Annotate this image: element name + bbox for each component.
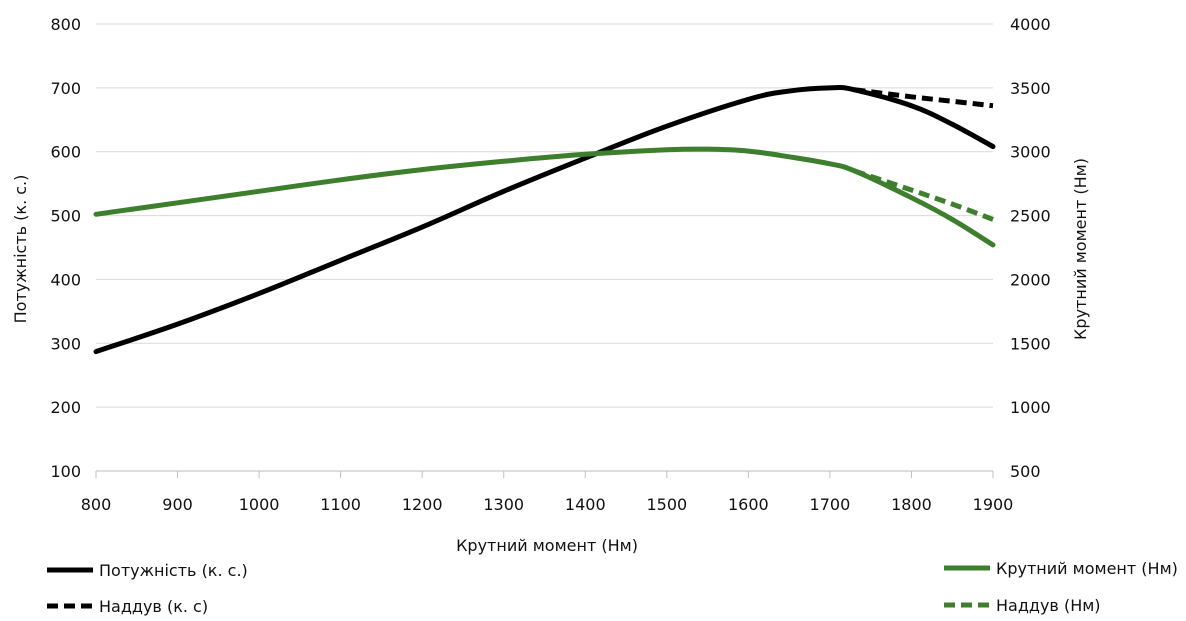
x-tick-label: 1600: [728, 495, 769, 514]
x-tick-label: 1900: [973, 495, 1014, 514]
legend-item: Потужність (к. с.): [47, 561, 248, 580]
axes: [95, 470, 994, 478]
x-tick-label: 1800: [891, 495, 932, 514]
series-line-3-dashed: [853, 168, 994, 222]
legend: Потужність (к. с.) Наддув (к. с) Крутний м…: [47, 559, 1178, 616]
y-left-tick-label: 100: [50, 462, 81, 481]
x-tick-label: 1500: [646, 495, 687, 514]
y-left-tick-label: 200: [50, 398, 81, 417]
y-right-tick-label: 1000: [1010, 398, 1051, 417]
x-tick-label: 1100: [320, 495, 361, 514]
x-tick-label: 800: [81, 495, 112, 514]
y-right-tick-label: 4000: [1010, 15, 1051, 34]
y-right-tick-label: 1500: [1010, 334, 1051, 353]
grid-lines: [96, 23, 993, 472]
y-left-tick-label: 300: [50, 334, 81, 353]
legend-item: Наддув (Нм): [944, 596, 1101, 615]
legend-label: Наддув (к. с): [99, 597, 208, 616]
x-tick-label: 1200: [402, 495, 443, 514]
y-right-tick-label: 3000: [1010, 143, 1051, 162]
y-right-tick-label: 500: [1010, 462, 1041, 481]
tick-labels: 800 900 1000 1100 1200 1300 1400 1500 1600 1700 18…: [50, 15, 1050, 514]
legend-label: Потужність (к. с.): [99, 561, 248, 580]
y-left-tick-label: 600: [50, 143, 81, 162]
legend-label: Наддув (Нм): [996, 596, 1101, 615]
data-series: [93, 85, 996, 355]
series-line-0: [93, 85, 996, 355]
series-line-2: [93, 146, 996, 248]
y-right-tick-label: 2500: [1010, 207, 1051, 226]
y-axis-right-title: Крутний момент (Нм): [1071, 158, 1090, 340]
y-right-tick-label: 3500: [1010, 79, 1051, 98]
legend-item: Наддув (к. с): [47, 597, 208, 616]
y-left-tick-label: 500: [50, 207, 81, 226]
x-tick-label: 1300: [483, 495, 524, 514]
x-tick-label: 1400: [565, 495, 606, 514]
series-line-1-dashed: [854, 87, 994, 109]
x-tick-label: 900: [162, 495, 193, 514]
y-left-tick-label: 400: [50, 270, 81, 289]
x-tick-label: 1700: [810, 495, 851, 514]
y-left-tick-label: 700: [50, 79, 81, 98]
y-right-tick-label: 2000: [1010, 270, 1051, 289]
y-axis-left-title: Потужність (к. с.): [11, 175, 30, 324]
x-axis-title: Крутний момент (Нм): [456, 536, 638, 555]
legend-label: Крутний момент (Нм): [996, 559, 1178, 578]
y-left-tick-label: 800: [50, 15, 81, 34]
legend-item: Крутний момент (Нм): [944, 559, 1178, 578]
x-tick-label: 1000: [239, 495, 280, 514]
